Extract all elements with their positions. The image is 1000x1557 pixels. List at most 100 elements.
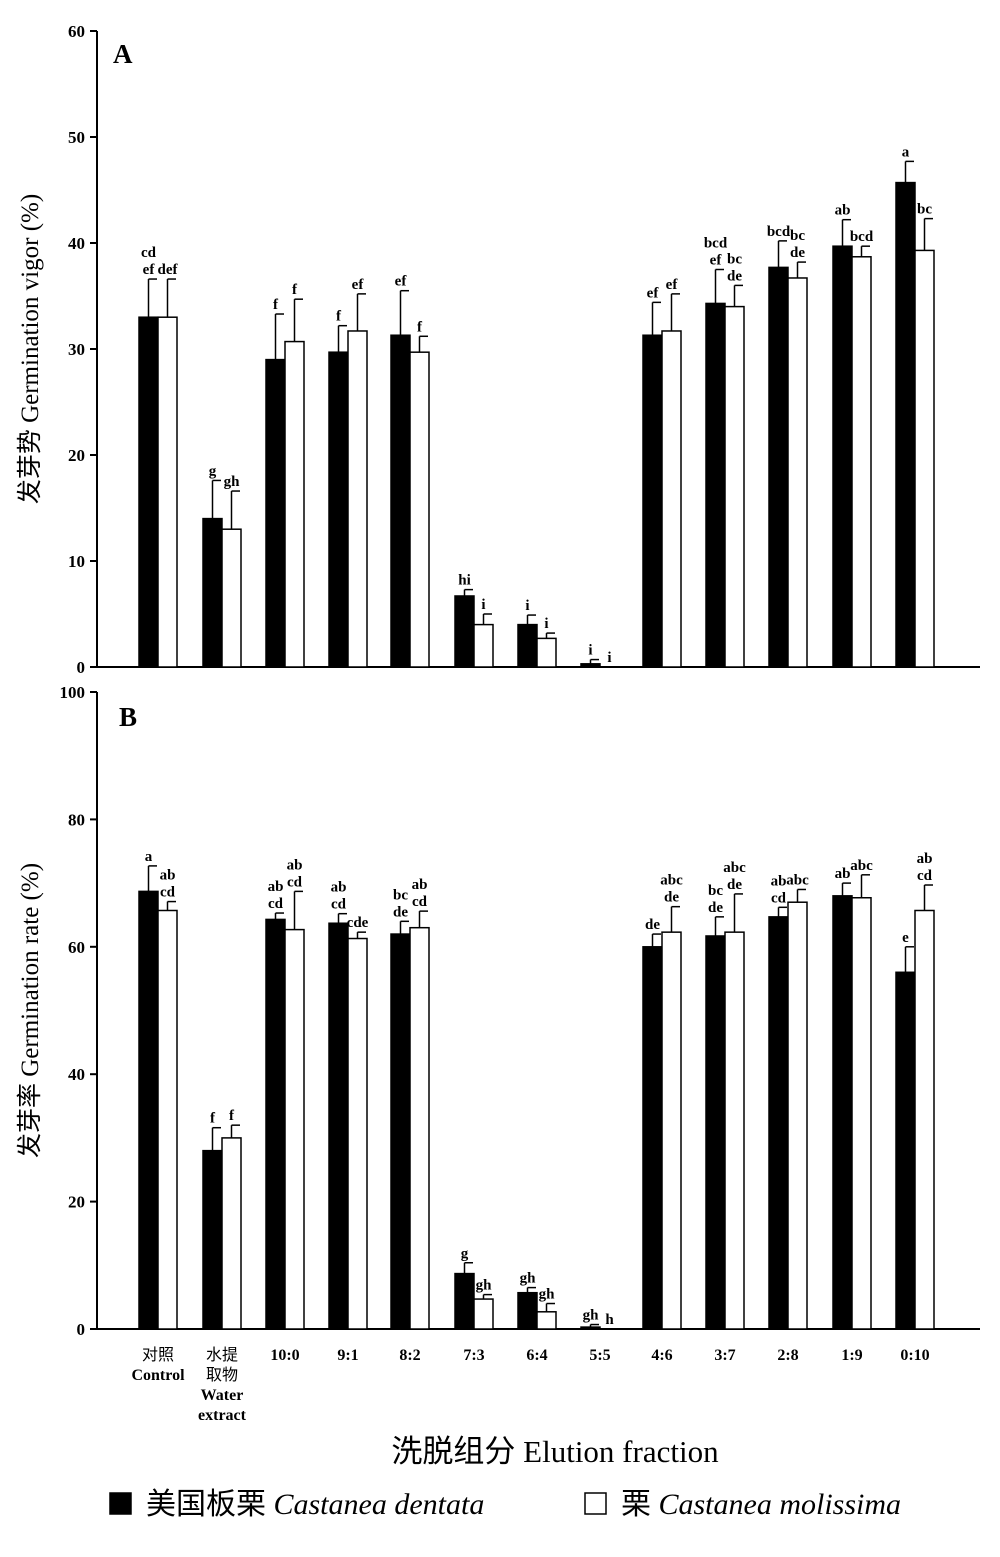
significance-label: ab <box>287 857 303 873</box>
category-label: 6:4 <box>526 1347 547 1364</box>
category-label: extract <box>198 1407 247 1424</box>
y-tick-label: 60 <box>68 22 85 41</box>
legend-label-latin: Castanea molissima <box>659 1488 902 1521</box>
significance-label: gh <box>224 474 241 490</box>
significance-label: e <box>902 930 909 946</box>
bar-molissima <box>473 623 494 668</box>
category-label: Control <box>131 1367 185 1384</box>
significance-label: de <box>708 900 723 916</box>
significance-label: cd <box>287 874 303 890</box>
bar-molissima <box>221 1137 242 1330</box>
bar-dentata <box>705 302 726 668</box>
significance-label: ab <box>268 879 284 895</box>
significance-label: i <box>607 650 611 666</box>
bar-dentata <box>832 245 853 668</box>
bar-dentata <box>138 316 159 668</box>
legend-label-cn: 美国板栗 <box>146 1488 274 1521</box>
significance-label: gh <box>583 1308 600 1324</box>
bar-dentata <box>202 1149 223 1330</box>
bar-dentata <box>768 916 789 1330</box>
significance-label: de <box>645 917 660 933</box>
category-label: 7:3 <box>463 1347 484 1364</box>
bar-molissima <box>787 901 808 1330</box>
y-tick-label: 0 <box>77 658 86 677</box>
significance-label: cd <box>268 896 284 912</box>
significance-label: abc <box>723 860 746 876</box>
significance-label: cde <box>347 915 369 931</box>
category-label: 水提 <box>206 1346 238 1364</box>
bar-molissima <box>661 931 682 1330</box>
bar-dentata <box>832 895 853 1330</box>
y-tick-label: 50 <box>68 128 85 147</box>
y-tick-label: 40 <box>68 234 85 253</box>
significance-label: ef <box>352 277 365 293</box>
significance-label: gh <box>539 1287 556 1303</box>
bar-dentata <box>390 933 411 1330</box>
significance-label: hi <box>458 573 471 589</box>
panel-b-germination-rate: 0 20 40 60 80 100 发芽率 Germination rate (%) Ba f a… <box>16 683 980 1339</box>
bar-molissima <box>221 528 242 668</box>
significance-label: bc <box>708 883 723 899</box>
significance-label: gh <box>520 1271 537 1287</box>
significance-label: f <box>273 297 279 313</box>
category-label: 9:1 <box>337 1347 358 1364</box>
significance-label: g <box>209 463 217 479</box>
significance-label: ef <box>395 274 408 290</box>
bar-molissima <box>851 256 872 668</box>
bar-dentata <box>328 351 349 668</box>
significance-label: de <box>727 268 742 284</box>
legend-label: 栗 Castanea molissima <box>621 1488 901 1521</box>
bar-molissima <box>536 637 557 668</box>
y-tick-label: 20 <box>68 1193 85 1212</box>
significance-label: ab <box>917 851 933 867</box>
panel-label: B <box>119 702 137 732</box>
bar-molissima <box>851 897 872 1330</box>
bar-molissima <box>284 928 305 1330</box>
bar-dentata <box>705 935 726 1330</box>
bar-dentata <box>202 517 223 668</box>
significance-label: bc <box>393 887 408 903</box>
bar-molissima <box>473 1298 494 1330</box>
panel-label: A <box>113 39 133 69</box>
bar-dentata <box>265 918 286 1330</box>
bar-molissima <box>347 330 368 668</box>
panel-a-germination-vigor: 0 10 20 30 40 50 60 发芽势 Germination vigor (%) Ac… <box>16 22 980 677</box>
significance-label: de <box>790 245 805 261</box>
significance-label: bcd <box>850 229 874 245</box>
category-label: 3:7 <box>714 1347 735 1364</box>
significance-label: def <box>158 262 179 278</box>
significance-label: ab <box>835 866 851 882</box>
significance-label: cd <box>331 897 347 913</box>
significance-label: cd <box>141 245 157 261</box>
significance-label: g <box>461 1246 469 1262</box>
significance-label: f <box>210 1111 216 1127</box>
category-label: 1:9 <box>841 1347 862 1364</box>
significance-label: bc <box>790 228 805 244</box>
bar-dentata <box>138 890 159 1330</box>
bar-dentata <box>895 971 916 1330</box>
significance-label: i <box>544 616 548 632</box>
y-tick-label: 10 <box>68 552 85 571</box>
y-tick-label: 30 <box>68 340 85 359</box>
significance-label: ab <box>835 203 851 219</box>
category-label: 2:8 <box>777 1347 798 1364</box>
significance-label: bc <box>917 202 932 218</box>
y-tick-label: 40 <box>68 1065 85 1084</box>
y-tick-label: 60 <box>68 938 85 957</box>
significance-label: bc <box>727 251 742 267</box>
bar-dentata <box>580 663 601 668</box>
legend-swatch-molissima <box>584 1492 607 1515</box>
significance-label: de <box>664 890 679 906</box>
bar-dentata <box>895 181 916 668</box>
bar-dentata <box>517 623 538 668</box>
significance-label: abc <box>660 873 683 889</box>
significance-label: de <box>393 904 408 920</box>
significance-label: ef <box>666 277 679 293</box>
bar-dentata <box>580 1326 601 1330</box>
significance-label: abc <box>786 872 809 888</box>
y-tick-label: 20 <box>68 446 85 465</box>
significance-label: ef <box>143 262 156 278</box>
significance-label: a <box>902 144 910 160</box>
